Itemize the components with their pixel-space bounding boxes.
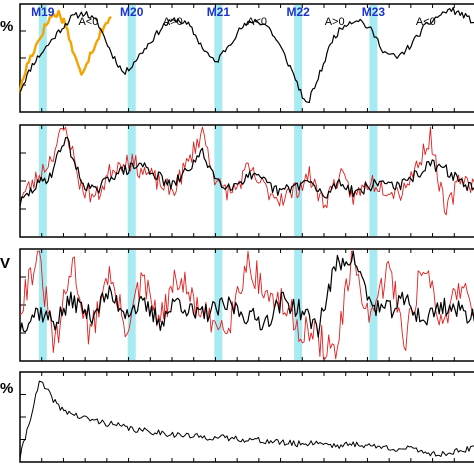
panel-labels: M19 M20 M21 M22 M23 A<0 A>0 A<0 A>0 A<0 [31, 5, 436, 28]
minimum-band-2-panel-2 [127, 126, 136, 236]
panel-3-ylabel-fragment: V [0, 255, 11, 272]
panel-1-series-orange [18, 9, 112, 93]
minimum-label-M22: M22 [286, 5, 310, 19]
panel-2-series-black [19, 136, 474, 207]
panel-2-series-red [19, 126, 474, 216]
minimum-band-5-panel-3 [369, 250, 378, 360]
polarity-label-5: A<0 [416, 16, 436, 28]
minimum-band-2-panel-3 [127, 250, 136, 360]
minimum-label-M19: M19 [31, 5, 55, 19]
panel-4-series-black [19, 380, 474, 460]
minimum-band-1-panel-3 [38, 250, 47, 360]
minimum-band-3-panel-1 [214, 5, 223, 111]
minimum-band-1-panel-1 [38, 5, 47, 111]
panel-3-series-red [19, 250, 474, 360]
axis-ticks [20, 4, 455, 462]
polarity-label-1: A<0 [78, 16, 98, 28]
minimum-band-3-panel-2 [214, 126, 223, 236]
panel-1-series-black [19, 7, 474, 103]
minimum-label-M20: M20 [120, 5, 144, 19]
minimum-label-M21: M21 [207, 5, 231, 19]
minimum-band-4-panel-1 [294, 5, 303, 111]
polarity-label-4: A>0 [325, 16, 345, 28]
panel-1-ylabel-fragment: % [0, 18, 14, 35]
panel-2-frame [19, 124, 474, 238]
minimum-label-M23: M23 [362, 5, 386, 19]
series-lines [18, 7, 474, 460]
panel-4-ylabel-fragment: % [0, 380, 14, 397]
minimum-band-5-panel-1 [369, 5, 378, 111]
minimum-band-4-panel-2 [294, 126, 303, 236]
minimum-band-2-panel-1 [127, 5, 136, 111]
polarity-label-2: A>0 [163, 16, 183, 28]
polarity-label-3: A<0 [247, 16, 267, 28]
panel-3-series-black [19, 250, 474, 338]
minimum-band-3-panel-3 [214, 250, 223, 360]
